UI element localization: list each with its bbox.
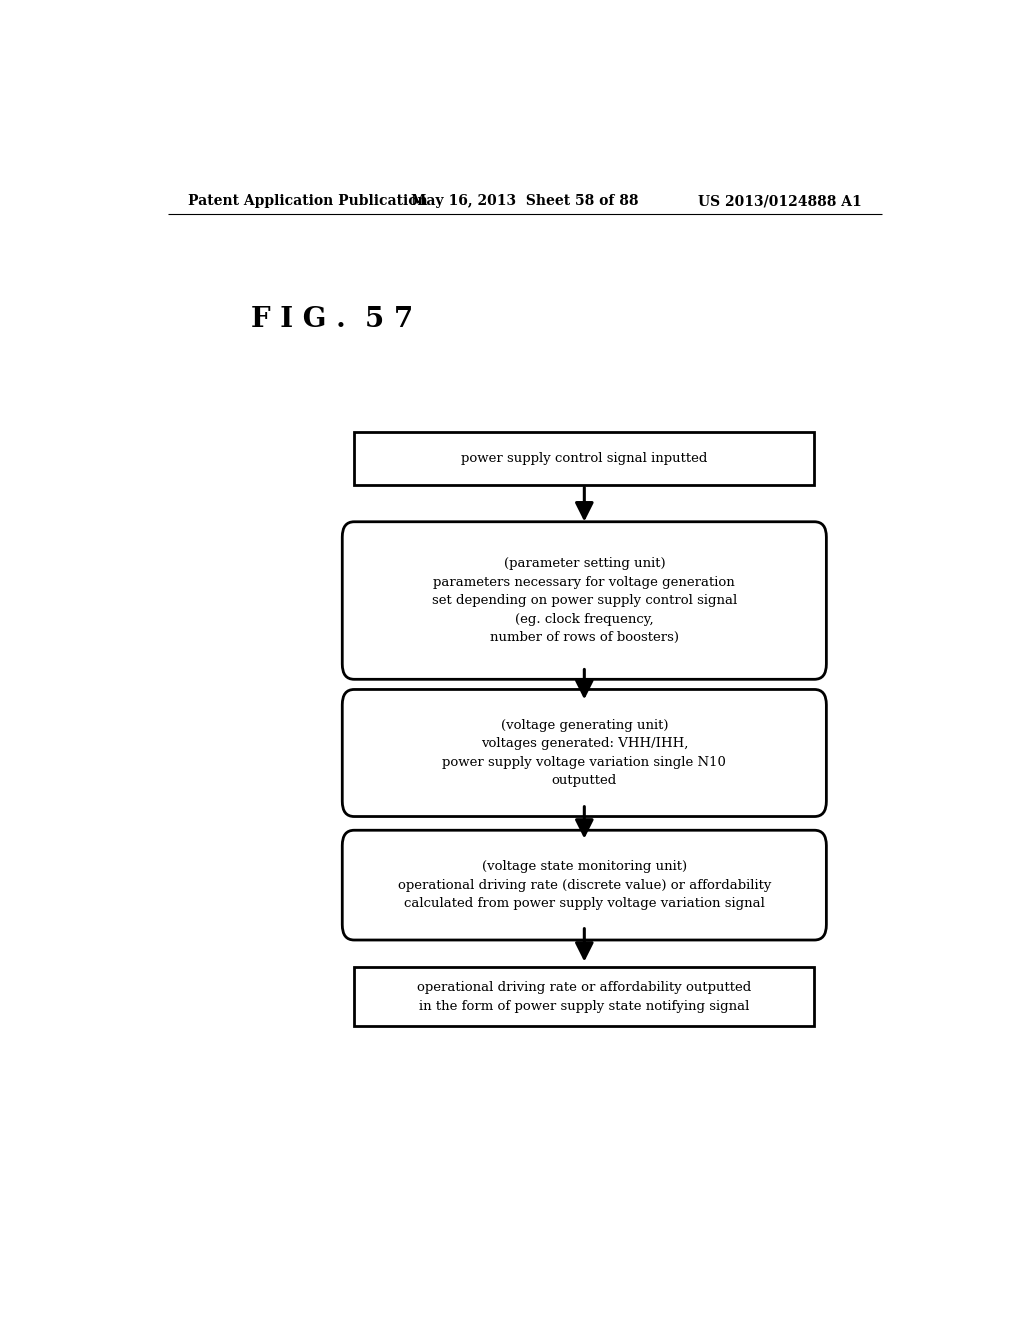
Text: power supply control signal inputted: power supply control signal inputted bbox=[461, 451, 708, 465]
Text: May 16, 2013  Sheet 58 of 88: May 16, 2013 Sheet 58 of 88 bbox=[411, 194, 639, 209]
FancyBboxPatch shape bbox=[354, 968, 814, 1027]
FancyBboxPatch shape bbox=[354, 432, 814, 484]
Text: Patent Application Publication: Patent Application Publication bbox=[187, 194, 427, 209]
Text: US 2013/0124888 A1: US 2013/0124888 A1 bbox=[698, 194, 862, 209]
FancyBboxPatch shape bbox=[342, 689, 826, 817]
FancyBboxPatch shape bbox=[342, 830, 826, 940]
Text: (voltage state monitoring unit)
operational driving rate (discrete value) or aff: (voltage state monitoring unit) operatio… bbox=[397, 861, 771, 909]
FancyBboxPatch shape bbox=[342, 521, 826, 680]
Text: operational driving rate or affordability outputted
in the form of power supply : operational driving rate or affordabilit… bbox=[417, 981, 752, 1012]
Text: F I G .  5 7: F I G . 5 7 bbox=[251, 306, 414, 333]
Text: (parameter setting unit)
parameters necessary for voltage generation
set dependi: (parameter setting unit) parameters nece… bbox=[432, 557, 737, 644]
Text: (voltage generating unit)
voltages generated: VHH/IHH,
power supply voltage vari: (voltage generating unit) voltages gener… bbox=[442, 719, 726, 787]
